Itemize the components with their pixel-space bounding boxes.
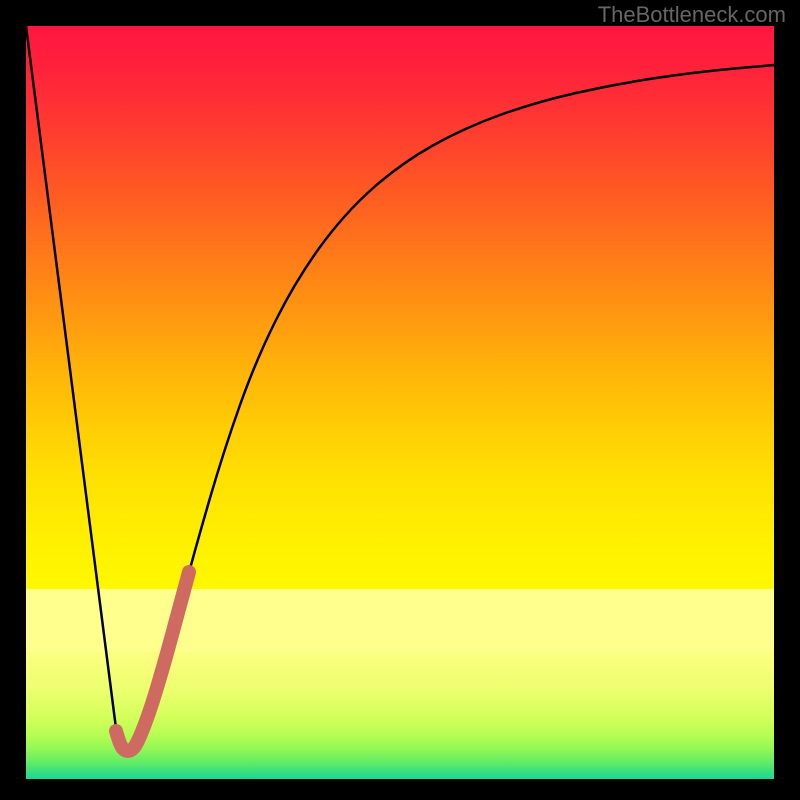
- plot-svg: [26, 26, 774, 779]
- chart-root: TheBottleneck.com: [0, 0, 800, 800]
- plot-area: [26, 26, 774, 779]
- gradient-background: [26, 26, 774, 779]
- watermark-text: TheBottleneck.com: [598, 2, 786, 28]
